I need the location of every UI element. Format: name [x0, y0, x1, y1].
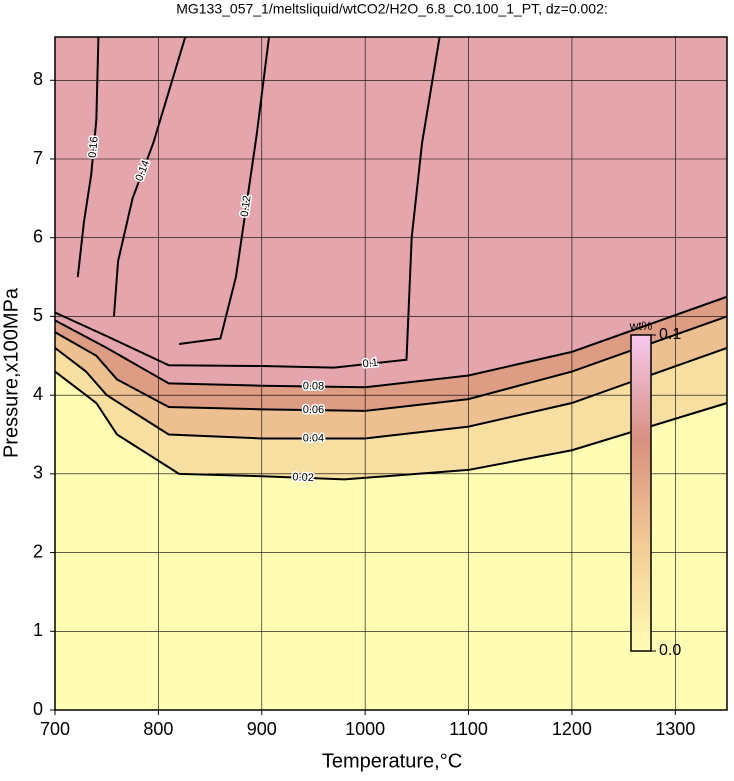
contour-label: 0.04 [303, 432, 324, 444]
y-tick-label: 1 [33, 620, 43, 640]
x-tick-label: 900 [247, 719, 277, 739]
contour-label: 0.1 [362, 357, 379, 371]
contour-line [76, 37, 100, 278]
colorbar-label: wt% [629, 319, 653, 333]
overlay: 700 800 900 1000 1100 1200 1300 0 1 2 3 4 5 6 7 8 wt% 0.0… [33, 36, 728, 739]
y-tick-label: 4 [33, 384, 43, 404]
contour-label: 0.08 [303, 380, 325, 392]
chart-title: MG133_057_1/meltsliquid/wtCO2/H2O_6.8_C0… [176, 1, 608, 17]
plot-frame [54, 36, 728, 711]
x-tick-label: 1200 [552, 719, 592, 739]
contour-line [178, 37, 270, 345]
colorbar-tick-label: 0.0 [659, 642, 681, 659]
y-tick-label: 5 [33, 305, 43, 325]
x-axis-label: Temperature,°C [322, 750, 462, 772]
x-tick-label: 1100 [449, 719, 488, 739]
x-tick-label: 1300 [655, 719, 695, 739]
contour-line [55, 295, 727, 389]
contour-line [55, 346, 727, 440]
contour-line [55, 37, 441, 369]
y-tick-label: 0 [33, 699, 43, 719]
colorbar-tick-label: 0.1 [659, 326, 681, 343]
y-tick-label: 6 [33, 226, 43, 246]
y-tick-label: 2 [33, 541, 43, 561]
y-axis-label: Pressure,x100MPa [0, 287, 22, 458]
plot-area: 0.020.040.060.080.10.120.140.16 [55, 37, 727, 710]
contour-label: 0.06 [303, 404, 325, 416]
contour-label: 0.02 [292, 471, 314, 484]
contour-band [55, 37, 727, 388]
x-tick-label: 1000 [345, 719, 385, 739]
contour-label: 0.12 [239, 195, 254, 218]
y-tick-label: 3 [33, 463, 43, 483]
y-tick-label: 8 [33, 69, 43, 89]
contour-line [112, 37, 187, 317]
contour-line [55, 370, 727, 481]
x-tick-label: 700 [40, 719, 70, 739]
contour-label: 0.16 [87, 136, 101, 158]
colorbar [630, 334, 652, 652]
contour-line [55, 315, 727, 412]
x-tick-label: 800 [143, 719, 173, 739]
y-tick-label: 7 [33, 148, 43, 168]
